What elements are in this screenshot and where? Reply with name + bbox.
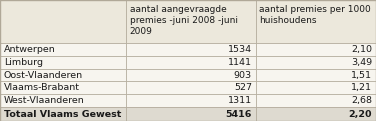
Text: 2,20: 2,20: [349, 110, 372, 119]
Bar: [126, 0, 256, 43]
Text: Limburg: Limburg: [4, 58, 43, 67]
Bar: [256, 94, 376, 107]
Text: 1534: 1534: [228, 45, 252, 54]
Bar: [256, 56, 376, 69]
Bar: [256, 81, 376, 94]
Text: 1141: 1141: [228, 58, 252, 67]
Bar: [0, 0, 126, 43]
Text: 5416: 5416: [226, 110, 252, 119]
Text: 2,68: 2,68: [351, 96, 372, 105]
Bar: [0, 107, 126, 121]
Text: aantal aangevraagde
premies -juni 2008 -juni
2009: aantal aangevraagde premies -juni 2008 -…: [130, 5, 238, 36]
Bar: [126, 69, 256, 81]
Text: West-Vlaanderen: West-Vlaanderen: [4, 96, 85, 105]
Bar: [126, 43, 256, 56]
Text: aantal premies per 1000
huishoudens: aantal premies per 1000 huishoudens: [259, 5, 371, 25]
Text: Totaal Vlaams Gewest: Totaal Vlaams Gewest: [4, 110, 121, 119]
Bar: [0, 43, 126, 56]
Bar: [126, 56, 256, 69]
Bar: [256, 107, 376, 121]
Bar: [126, 94, 256, 107]
Text: 2,10: 2,10: [351, 45, 372, 54]
Text: 1311: 1311: [228, 96, 252, 105]
Bar: [256, 43, 376, 56]
Text: Oost-Vlaanderen: Oost-Vlaanderen: [4, 71, 83, 79]
Text: Vlaams-Brabant: Vlaams-Brabant: [4, 83, 80, 92]
Bar: [256, 69, 376, 81]
Bar: [0, 56, 126, 69]
Text: 527: 527: [234, 83, 252, 92]
Bar: [256, 0, 376, 43]
Bar: [126, 107, 256, 121]
Text: Antwerpen: Antwerpen: [4, 45, 56, 54]
Bar: [126, 81, 256, 94]
Bar: [0, 69, 126, 81]
Text: 3,49: 3,49: [351, 58, 372, 67]
Text: 903: 903: [234, 71, 252, 79]
Text: 1,51: 1,51: [351, 71, 372, 79]
Bar: [0, 81, 126, 94]
Text: 1,21: 1,21: [351, 83, 372, 92]
Bar: [0, 94, 126, 107]
